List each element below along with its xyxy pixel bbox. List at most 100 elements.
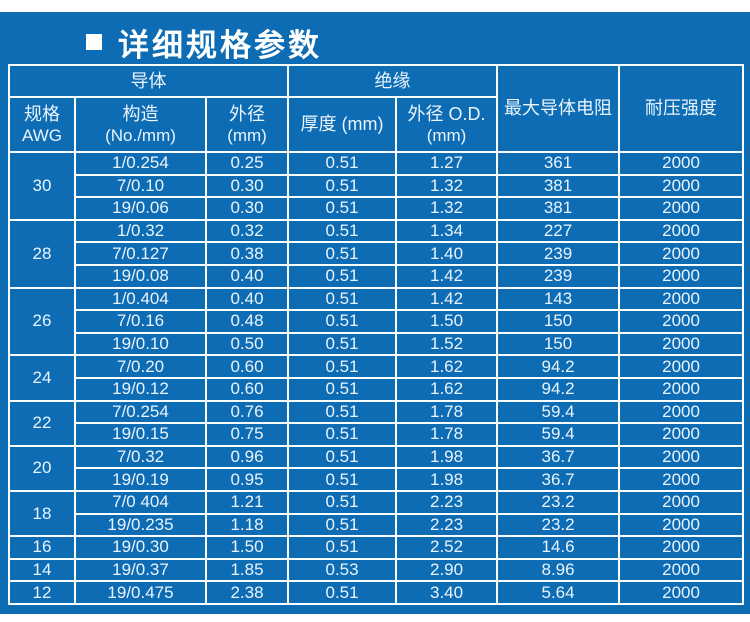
value-cell: 0.51 bbox=[287, 173, 398, 199]
value-cell: 1.34 bbox=[395, 218, 499, 244]
table-row: 20 7/0.32 0.96 0.51 1.98 36.7 2000 bbox=[8, 444, 745, 492]
table-row: 14 19/0.37 1.85 0.53 2.90 8.96 2000 bbox=[8, 557, 745, 583]
table-row: 19/0.06 0.30 0.51 1.32 381 2000 bbox=[9, 196, 745, 221]
table-row: 19/0.15 0.75 0.51 1.78 59.4 2000 bbox=[9, 422, 745, 447]
value-cell: 2000 bbox=[618, 331, 745, 357]
value-cell: 0.51 bbox=[287, 286, 398, 312]
value-cell: 2000 bbox=[618, 444, 745, 470]
value-cell: 2000 bbox=[618, 489, 745, 515]
value-cell: 0.51 bbox=[287, 309, 398, 334]
value-cell: 7/0 404 bbox=[74, 489, 207, 515]
value-cell: 0.40 bbox=[204, 263, 290, 289]
page-title: 详细规格参数 bbox=[118, 27, 322, 63]
value-cell: 0.30 bbox=[204, 173, 290, 199]
header-insulation-od-line1: 外径 O.D. bbox=[407, 103, 486, 124]
value-cell: 0.53 bbox=[287, 557, 398, 583]
value-cell: 7/0.10 bbox=[74, 173, 207, 199]
awg-cell: 26 bbox=[8, 286, 76, 357]
value-cell: 1.85 bbox=[204, 557, 290, 583]
value-cell: 23.2 bbox=[496, 512, 621, 538]
value-cell: 0.51 bbox=[287, 580, 398, 605]
table-row: 28 1/0.32 0.32 0.51 1.34 227 2000 bbox=[8, 218, 745, 289]
table-row: 19/0.10 0.50 0.51 1.52 150 2000 bbox=[9, 331, 745, 357]
value-cell: 0.51 bbox=[287, 489, 398, 515]
value-cell: 1.78 bbox=[395, 422, 499, 447]
table-row: 22 7/0.254 0.76 0.51 1.78 59.4 2000 bbox=[8, 399, 745, 447]
spec-table-header: 导体 绝缘 最大导体电阻 耐压强度 规格 AWG 构造 (No./mm) 外径 … bbox=[7, 64, 745, 153]
value-cell: 0.51 bbox=[287, 263, 398, 289]
value-cell: 0.95 bbox=[204, 467, 290, 492]
value-cell: 1.78 bbox=[395, 399, 499, 425]
value-cell: 19/0.30 bbox=[74, 535, 207, 560]
value-cell: 150 bbox=[496, 331, 621, 357]
value-cell: 2000 bbox=[618, 309, 745, 334]
value-cell: 2000 bbox=[618, 354, 745, 379]
value-cell: 381 bbox=[496, 196, 621, 221]
value-cell: 0.32 bbox=[204, 218, 290, 244]
table-row: 7/0.127 0.38 0.51 1.40 239 2000 bbox=[9, 241, 745, 266]
table-row: 19/0.08 0.40 0.51 1.42 239 2000 bbox=[9, 263, 745, 289]
header-spec-awg: 规格 AWG bbox=[8, 96, 76, 153]
header-construction-line2: (No./mm) bbox=[105, 126, 176, 146]
value-cell: 2000 bbox=[618, 399, 745, 425]
value-cell: 1.40 bbox=[395, 241, 499, 266]
value-cell: 0.51 bbox=[287, 444, 398, 470]
spec-table-body: 30 1/0.254 0.25 0.51 1.27 361 2000 7/0.10 0.30 0.… bbox=[8, 151, 745, 605]
value-cell: 19/0.06 bbox=[74, 196, 207, 221]
header-conductor-od-line1: 外径 bbox=[229, 103, 266, 124]
value-cell: 94.2 bbox=[496, 376, 621, 402]
value-cell: 23.2 bbox=[496, 489, 621, 515]
value-cell: 0.60 bbox=[204, 354, 290, 379]
value-cell: 7/0.254 bbox=[74, 399, 207, 425]
value-cell: 3.40 bbox=[395, 580, 499, 605]
table-row: 7/0.16 0.48 0.51 1.50 150 2000 bbox=[9, 309, 745, 334]
value-cell: 0.51 bbox=[287, 512, 398, 538]
value-cell: 1.98 bbox=[395, 467, 499, 492]
table-row: 12 19/0.475 2.38 0.51 3.40 5.64 2000 bbox=[8, 580, 745, 605]
value-cell: 2000 bbox=[618, 196, 745, 221]
value-cell: 0.51 bbox=[287, 535, 398, 560]
header-max-resistance: 最大导体电阻 bbox=[496, 64, 621, 153]
value-cell: 19/0.10 bbox=[74, 331, 207, 357]
value-cell: 7/0.127 bbox=[74, 241, 207, 266]
value-cell: 0.51 bbox=[287, 399, 398, 425]
table-row: 19/0.19 0.95 0.51 1.98 36.7 2000 bbox=[9, 467, 745, 492]
header-thickness: 厚度 (mm) bbox=[287, 96, 398, 153]
value-cell: 0.50 bbox=[204, 331, 290, 357]
value-cell: 2000 bbox=[618, 263, 745, 289]
value-cell: 1/0.254 bbox=[74, 151, 207, 176]
header-insulation-od: 外径 O.D. (mm) bbox=[395, 96, 499, 153]
value-cell: 1.52 bbox=[395, 331, 499, 357]
header-conductor-od: 外径 (mm) bbox=[204, 96, 290, 153]
value-cell: 7/0.20 bbox=[74, 354, 207, 379]
value-cell: 1.50 bbox=[395, 309, 499, 334]
value-cell: 2000 bbox=[618, 557, 745, 583]
awg-cell: 28 bbox=[8, 218, 76, 289]
value-cell: 0.51 bbox=[287, 151, 398, 176]
value-cell: 0.51 bbox=[287, 241, 398, 266]
table-row: 19/0.12 0.60 0.51 1.62 94.2 2000 bbox=[9, 376, 745, 402]
value-cell: 361 bbox=[496, 151, 621, 176]
value-cell: 0.76 bbox=[204, 399, 290, 425]
value-cell: 2000 bbox=[618, 535, 745, 560]
value-cell: 2000 bbox=[618, 241, 745, 266]
value-cell: 0.51 bbox=[287, 354, 398, 379]
value-cell: 0.60 bbox=[204, 376, 290, 402]
spec-panel: 详细规格参数 导体 绝缘 最大导体电阻 耐压强度 规格 AWG bbox=[0, 12, 750, 614]
value-cell: 7/0.32 bbox=[74, 444, 207, 470]
value-cell: 2.90 bbox=[395, 557, 499, 583]
value-cell: 2.23 bbox=[395, 512, 499, 538]
value-cell: 2000 bbox=[618, 376, 745, 402]
value-cell: 0.51 bbox=[287, 422, 398, 447]
value-cell: 2.38 bbox=[204, 580, 290, 605]
value-cell: 239 bbox=[496, 241, 621, 266]
table-row: 7/0.10 0.30 0.51 1.32 381 2000 bbox=[9, 173, 745, 199]
value-cell: 19/0.08 bbox=[74, 263, 207, 289]
value-cell: 2000 bbox=[618, 422, 745, 447]
value-cell: 59.4 bbox=[496, 399, 621, 425]
value-cell: 0.51 bbox=[287, 196, 398, 221]
spec-table: 导体 绝缘 最大导体电阻 耐压强度 规格 AWG 构造 (No./mm) 外径 … bbox=[7, 64, 745, 605]
value-cell: 1.21 bbox=[204, 489, 290, 515]
value-cell: 8.96 bbox=[496, 557, 621, 583]
value-cell: 1.42 bbox=[395, 286, 499, 312]
